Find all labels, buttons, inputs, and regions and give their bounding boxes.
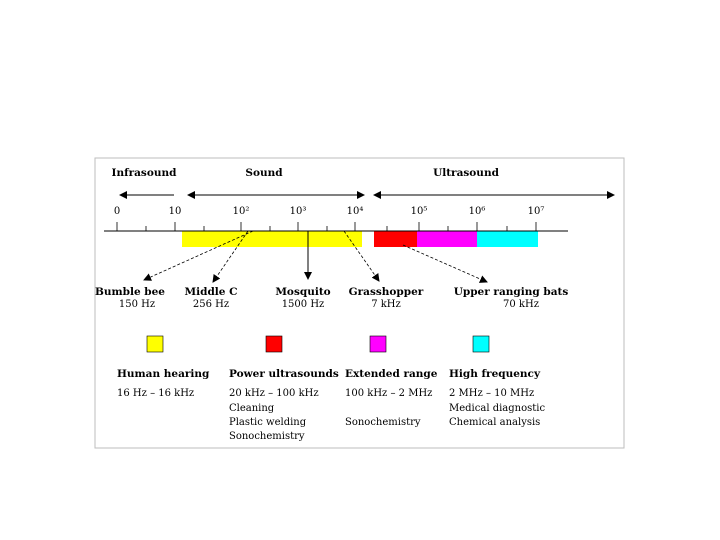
- legend-title: High frequency: [449, 368, 541, 380]
- example-upper-ranging-bats: Upper ranging bats 70 kHz: [454, 286, 569, 310]
- legend-high-frequency: High frequency 2 MHz – 10 MHz Medical di…: [449, 368, 545, 428]
- legend-use: Medical diagnostic: [449, 403, 545, 414]
- example-name: Mosquito: [275, 286, 330, 298]
- legend-use: Plastic welding: [229, 417, 307, 428]
- scale-tick-labels: 0 10 10² 10³ 10⁴ 10⁵ 10⁶ 10⁷: [114, 206, 545, 217]
- example-frequency: 7 kHz: [371, 299, 401, 310]
- scale-tick-label: 10⁷: [528, 206, 545, 217]
- scale-tick-label: 10²: [233, 206, 250, 217]
- scale-tick-label: 10⁶: [469, 206, 486, 217]
- example-middle-c: Middle C 256 Hz: [185, 286, 238, 310]
- legend-swatch-human-hearing: [146, 335, 164, 353]
- example-frequency: 150 Hz: [119, 299, 155, 310]
- legend-range: 16 Hz – 16 kHz: [117, 388, 194, 399]
- example-name: Bumble bee: [95, 286, 165, 298]
- band-power-ultrasounds: [374, 231, 417, 247]
- region-label-sound: Sound: [245, 167, 283, 179]
- pointer-arrow-grasshopper: [343, 230, 380, 282]
- legend-use: Chemical analysis: [449, 417, 540, 428]
- example-bumble-bee: Bumble bee 150 Hz: [95, 286, 165, 310]
- example-name: Upper ranging bats: [454, 286, 569, 298]
- region-label-infrasound: Infrasound: [112, 167, 178, 179]
- legend-use: Sonochemistry: [229, 431, 305, 442]
- legend-human-hearing: Human hearing 16 Hz – 16 kHz: [117, 368, 210, 399]
- legend-extended-range: Extended range 100 kHz – 2 MHz Sonochemi…: [345, 368, 438, 428]
- example-name: Grasshopper: [349, 286, 424, 298]
- legend-swatch-extended-range: [369, 335, 387, 353]
- band-high-frequency: [477, 231, 538, 247]
- pointer-arrow-middle-c: [212, 230, 249, 283]
- legend-range: 100 kHz – 2 MHz: [345, 388, 432, 399]
- legend-range: 2 MHz – 10 MHz: [449, 388, 534, 399]
- scale-tick-label: 10³: [290, 206, 307, 217]
- legend-use: Cleaning: [229, 403, 275, 414]
- example-name: Middle C: [185, 286, 238, 298]
- legend-swatch-power-ultrasounds: [265, 335, 283, 353]
- legend-title: Extended range: [345, 368, 438, 380]
- figure-frame: [94, 157, 625, 449]
- example-frequency: 256 Hz: [193, 299, 229, 310]
- axis-minor-ticks: [116, 222, 537, 231]
- legend-power-ultrasounds: Power ultrasounds 20 kHz – 100 kHz Clean…: [229, 368, 339, 442]
- example-grasshopper: Grasshopper 7 kHz: [349, 286, 424, 310]
- band-extended-range: [417, 231, 477, 247]
- legend-title: Power ultrasounds: [229, 368, 339, 380]
- example-frequency: 1500 Hz: [282, 299, 325, 310]
- band-human-hearing: [182, 231, 362, 247]
- legend-range: 20 kHz – 100 kHz: [229, 388, 319, 399]
- example-frequency: 70 kHz: [503, 299, 539, 310]
- example-mosquito: Mosquito 1500 Hz: [275, 286, 330, 310]
- legend-use: Sonochemistry: [345, 417, 421, 428]
- region-label-ultrasound: Ultrasound: [433, 167, 500, 179]
- scale-tick-label: 0: [114, 206, 120, 217]
- scale-tick-label: 10⁵: [411, 206, 428, 217]
- scale-tick-label: 10⁴: [347, 206, 364, 217]
- legend-title: Human hearing: [117, 368, 210, 380]
- legend-swatch-high-frequency: [472, 335, 490, 353]
- scale-tick-label: 10: [169, 206, 182, 217]
- pointer-arrow-bats: [402, 244, 488, 283]
